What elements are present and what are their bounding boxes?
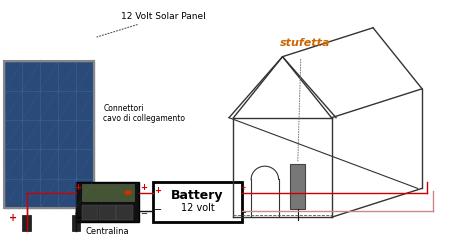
Text: -: - bbox=[76, 213, 80, 223]
Text: +: + bbox=[141, 183, 148, 192]
Bar bbox=[4, 61, 94, 208]
Text: −: − bbox=[154, 205, 163, 215]
Bar bbox=[153, 182, 242, 222]
Text: +: + bbox=[74, 182, 81, 191]
Text: +: + bbox=[9, 213, 17, 223]
Bar bbox=[82, 205, 98, 220]
Text: stufetta: stufetta bbox=[280, 37, 330, 47]
Bar bbox=[116, 205, 133, 220]
Bar bbox=[99, 205, 115, 220]
Bar bbox=[291, 164, 305, 209]
Bar bbox=[72, 215, 80, 231]
Text: Centralina: Centralina bbox=[86, 227, 130, 236]
Text: −: − bbox=[240, 210, 246, 216]
Bar bbox=[82, 184, 134, 201]
Text: 12 volt: 12 volt bbox=[180, 203, 215, 213]
Bar bbox=[22, 215, 31, 231]
Text: 12 Volt Solar Panel: 12 Volt Solar Panel bbox=[97, 12, 206, 37]
Text: −: − bbox=[141, 209, 148, 218]
Text: +: + bbox=[240, 185, 246, 191]
Text: Connettori
cavo di collegamento: Connettori cavo di collegamento bbox=[103, 104, 185, 123]
Bar bbox=[4, 61, 94, 208]
Circle shape bbox=[125, 191, 131, 194]
Text: +: + bbox=[154, 186, 162, 195]
Text: -: - bbox=[74, 210, 78, 219]
Text: Battery: Battery bbox=[172, 189, 224, 202]
Bar bbox=[76, 182, 139, 222]
